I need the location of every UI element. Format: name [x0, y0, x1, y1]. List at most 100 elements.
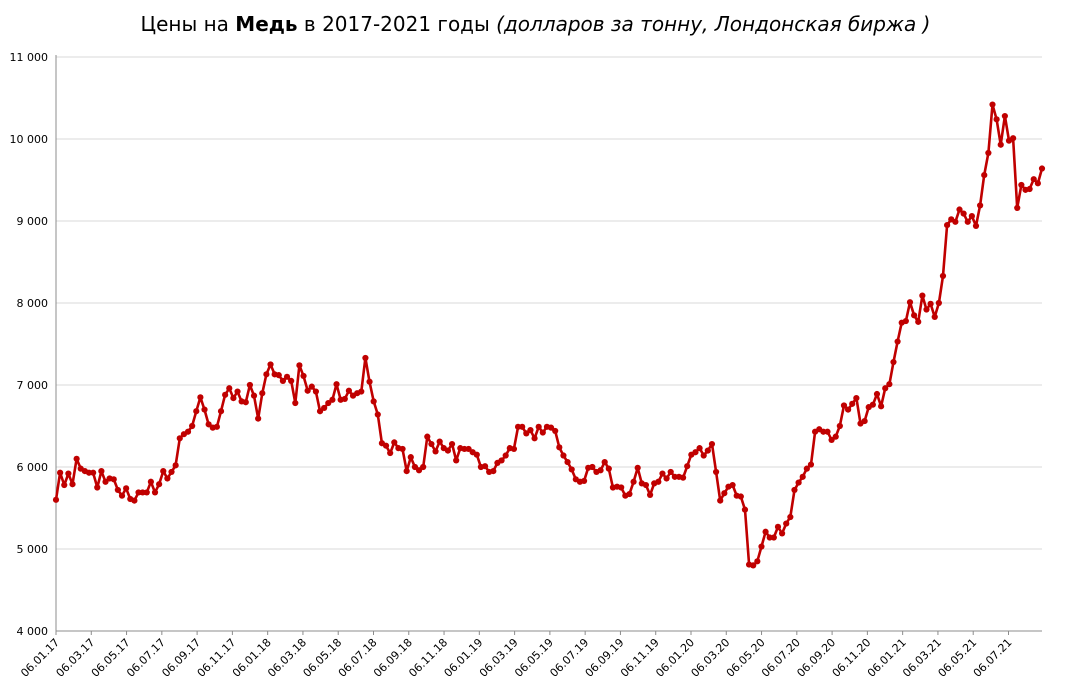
data-point [321, 404, 328, 412]
data-point [560, 452, 567, 459]
data-point [374, 411, 381, 418]
data-point [65, 470, 72, 477]
data-point [539, 429, 546, 436]
data-point [836, 422, 843, 430]
data-point [189, 422, 196, 430]
data-point [197, 394, 204, 401]
data-point [308, 383, 315, 390]
data-point [997, 141, 1004, 148]
data-point [626, 490, 633, 498]
data-point [57, 469, 64, 476]
data-point [758, 543, 765, 550]
title-middle: в 2017-2021 годы [297, 12, 497, 36]
chart-title: Цены на Медь в 2017-2021 годы (долларов … [0, 12, 1071, 36]
data-point [428, 440, 435, 448]
data-point [1001, 112, 1008, 120]
data-point [193, 408, 200, 415]
data-point [69, 481, 76, 488]
y-tick-label: 9 000 [17, 215, 49, 228]
data-point [968, 212, 975, 220]
data-point [1034, 180, 1041, 187]
data-point [73, 455, 80, 462]
data-point [300, 372, 307, 380]
title-units: (долларов за тонну, Лондонская биржа ) [496, 12, 931, 36]
data-point [333, 381, 340, 388]
data-point [387, 449, 394, 457]
data-point [114, 486, 121, 494]
data-point [143, 489, 150, 496]
data-point [552, 427, 559, 435]
data-point [118, 492, 126, 499]
data-point [721, 490, 728, 497]
data-point [176, 435, 183, 442]
data-point [151, 489, 159, 496]
data-point [642, 481, 650, 489]
data-point [399, 445, 406, 453]
data-point [94, 484, 101, 491]
data-point [424, 433, 431, 440]
data-point [597, 467, 604, 474]
data-point [783, 520, 790, 527]
data-point [589, 463, 596, 471]
data-point [523, 430, 530, 437]
data-point [1030, 176, 1037, 183]
data-point [527, 427, 534, 434]
data-point [432, 448, 439, 455]
data-point [201, 406, 208, 413]
data-point [845, 406, 852, 413]
data-point [230, 395, 237, 402]
y-tick-label: 11 000 [10, 51, 49, 64]
data-point [535, 423, 542, 430]
data-point [882, 385, 889, 392]
data-point [902, 317, 909, 325]
data-point [754, 558, 761, 565]
data-point [601, 458, 608, 466]
data-point [944, 222, 951, 229]
data-point [267, 361, 274, 368]
data-point [890, 358, 897, 366]
data-point [886, 381, 893, 388]
data-point [358, 388, 365, 395]
data-point [927, 300, 934, 307]
data-point [663, 475, 670, 482]
data-point [1026, 185, 1033, 193]
data-point [807, 461, 815, 468]
data-point [1038, 165, 1046, 172]
data-point [519, 423, 526, 430]
data-point [448, 440, 456, 448]
data-point [222, 391, 229, 398]
data-point [659, 470, 666, 477]
data-point [498, 457, 505, 464]
data-point [795, 479, 802, 486]
data-point [985, 149, 992, 157]
data-point [849, 400, 856, 407]
data-point [263, 371, 270, 378]
data-point [873, 390, 881, 398]
data-point [490, 468, 497, 475]
data-point [824, 428, 831, 435]
data-point [964, 218, 971, 225]
data-point [737, 493, 744, 500]
data-point [168, 468, 175, 476]
data-point [547, 424, 555, 431]
data-point [312, 388, 320, 395]
data-point [184, 428, 192, 435]
data-point [217, 408, 225, 415]
data-point [878, 403, 885, 410]
data-point [283, 373, 291, 380]
data-point [828, 436, 835, 444]
data-point [102, 478, 109, 485]
y-tick-label: 5 000 [17, 543, 49, 556]
data-point [750, 562, 757, 569]
y-tick-label: 10 000 [10, 133, 49, 146]
data-point [646, 491, 654, 498]
data-point [605, 465, 612, 472]
data-point [861, 417, 868, 425]
data-point [123, 485, 130, 492]
data-point [906, 299, 914, 306]
data-point [564, 458, 571, 466]
data-point [972, 222, 980, 230]
data-point [164, 475, 171, 482]
data-point [869, 401, 876, 408]
